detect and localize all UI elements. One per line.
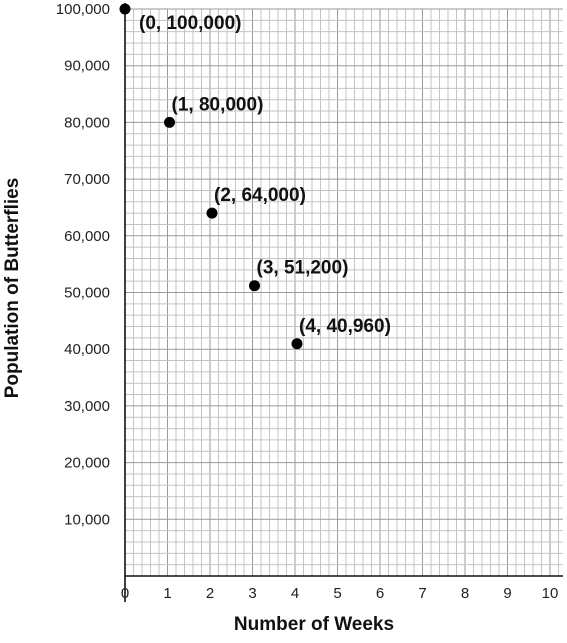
data-point [249,280,260,292]
data-label: (2, 64,000) [214,185,306,206]
x-tick-labels: 0 1 2 3 4 5 6 7 8 9 10 [121,585,559,602]
x-tick-label: 2 [206,585,214,602]
y-tick-label: 20,000 [64,455,110,472]
y-tick-label: 90,000 [64,58,110,75]
x-tick-label: 5 [333,585,341,602]
x-axis-title: Number of Weeks [234,614,394,635]
data-label: (1, 80,000) [172,94,264,115]
data-label: (0, 100,000) [139,13,241,34]
data-point [164,116,175,128]
y-tick-label: 100,000 [56,1,110,18]
y-tick-label: 50,000 [64,285,110,302]
y-tick-label: 70,000 [64,171,110,188]
x-tick-label: 7 [418,585,426,602]
x-tick-label: 3 [248,585,256,602]
x-tick-label: 9 [503,585,511,602]
x-tick-label: 0 [121,585,129,602]
x-tick-label: 8 [461,585,469,602]
axes [124,3,563,602]
x-tick-label: 4 [291,585,299,602]
y-tick-label: 40,000 [64,341,110,358]
data-points [119,3,303,350]
x-tick-label: 6 [376,585,384,602]
data-point [206,207,218,219]
grid [125,8,563,577]
data-label: (3, 51,200) [257,258,349,279]
y-tick-labels: 10,000 20,000 30,000 40,000 50,000 60,000 70,0… [56,1,110,528]
data-label: (4, 40,960) [299,316,391,337]
x-tick-label: 1 [163,585,171,602]
data-point [291,338,303,350]
data-point [119,3,131,15]
x-tick-label: 10 [542,585,559,602]
y-tick-label: 60,000 [64,228,110,245]
point-labels: (0, 100,000) (1, 80,000) (2, 64,000) (3, 51… [139,13,391,337]
y-tick-label: 10,000 [64,511,110,528]
y-tick-label: 80,000 [64,114,110,131]
y-axis-title: Population of Butterflies [2,178,23,399]
y-tick-label: 30,000 [64,398,110,415]
